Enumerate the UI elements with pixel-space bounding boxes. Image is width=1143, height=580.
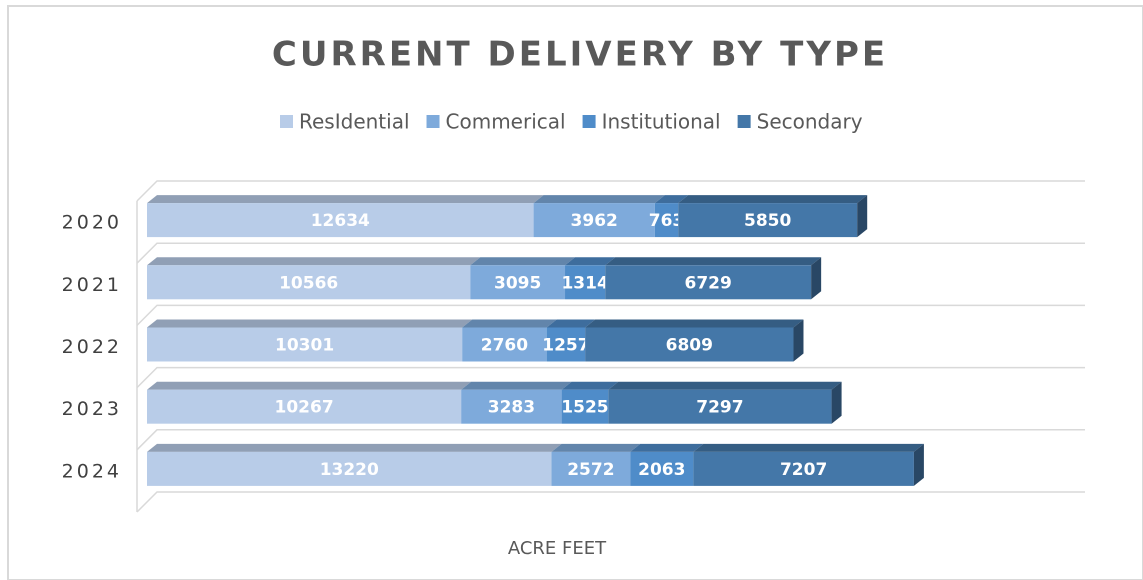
bar-top [608, 381, 842, 390]
bar-top [551, 443, 641, 452]
legend-label: Institutional [602, 110, 721, 134]
data-label: 6729 [685, 273, 732, 293]
bar [605, 265, 812, 300]
bar-top [470, 257, 576, 266]
data-label: 13220 [320, 460, 379, 480]
x-axis-title: ACRE FEET [508, 538, 607, 559]
bar [533, 203, 655, 238]
bar-top [654, 195, 689, 204]
bar [462, 327, 547, 362]
bar-top [565, 257, 616, 266]
bar-top [585, 319, 804, 328]
bar-top [147, 319, 473, 328]
bar-top [678, 195, 868, 204]
legend-label: Commerical [446, 110, 566, 134]
legend-swatch [737, 115, 751, 128]
data-label: 7297 [696, 398, 743, 418]
bar-top [533, 195, 665, 204]
grid-line [136, 366, 1085, 389]
y-tick-label: 2022 [62, 336, 122, 358]
bar-top [605, 257, 822, 266]
bar [565, 265, 606, 300]
data-label: 6809 [666, 336, 713, 356]
bar-side [913, 443, 924, 486]
bar [693, 451, 914, 486]
bar-top [462, 319, 557, 328]
bar-top [461, 381, 572, 390]
bar [608, 389, 832, 424]
bar-top [147, 381, 472, 390]
bar [461, 389, 562, 424]
bar [147, 203, 534, 238]
grid-line [136, 429, 1085, 451]
legend-swatch [426, 115, 440, 128]
data-label: 5850 [744, 211, 791, 231]
bar [561, 389, 609, 424]
legend-swatch [582, 115, 596, 128]
bar [147, 451, 552, 486]
bar-top [147, 257, 481, 266]
data-label: 10566 [279, 273, 338, 293]
bar [546, 327, 586, 362]
y-tick-label: 2021 [62, 274, 122, 296]
legend-label: ResIdential [299, 110, 410, 134]
bar [147, 265, 471, 300]
data-label: 2572 [567, 460, 614, 480]
bar [147, 389, 462, 424]
bar [585, 327, 794, 362]
bar-side [793, 319, 804, 362]
chart-title: CURRENT DELIVERY BY TYPE [272, 35, 888, 75]
bar-top [147, 443, 562, 452]
bar-top [546, 319, 596, 328]
bar [654, 203, 679, 238]
legend-label: Secondary [757, 110, 863, 134]
data-label: 3283 [488, 398, 535, 418]
data-label: 7207 [780, 460, 827, 480]
y-tick-label: 2024 [62, 460, 122, 482]
data-label: 10267 [275, 398, 334, 418]
y-tick-label: 2023 [62, 398, 122, 420]
data-label: 2063 [638, 460, 685, 480]
data-label: 3962 [571, 211, 618, 231]
bar-top [693, 443, 924, 452]
data-label: 10301 [275, 336, 334, 356]
bar-top [630, 443, 704, 452]
bar-side [857, 195, 868, 238]
data-label: 12634 [311, 211, 370, 231]
data-label: 3095 [494, 273, 541, 293]
bar [630, 451, 694, 486]
grid-line [136, 242, 1085, 264]
data-label: 1525 [561, 398, 608, 418]
bar [470, 265, 566, 300]
bar [678, 203, 858, 238]
bar [551, 451, 631, 486]
grid-line [136, 180, 1085, 202]
data-label: 2760 [481, 336, 528, 356]
bar [147, 327, 463, 362]
legend-swatch [280, 115, 293, 128]
bar-side [811, 257, 822, 300]
bar-top [561, 381, 619, 390]
data-label: 763 [649, 211, 685, 231]
data-label: 1257 [542, 336, 589, 356]
bar-side [831, 381, 842, 424]
y-tick-label: 2020 [62, 212, 122, 234]
grid-line [136, 304, 1085, 326]
grid-line [136, 491, 1085, 513]
bar-top [147, 195, 544, 204]
data-label: 1314 [561, 273, 608, 293]
